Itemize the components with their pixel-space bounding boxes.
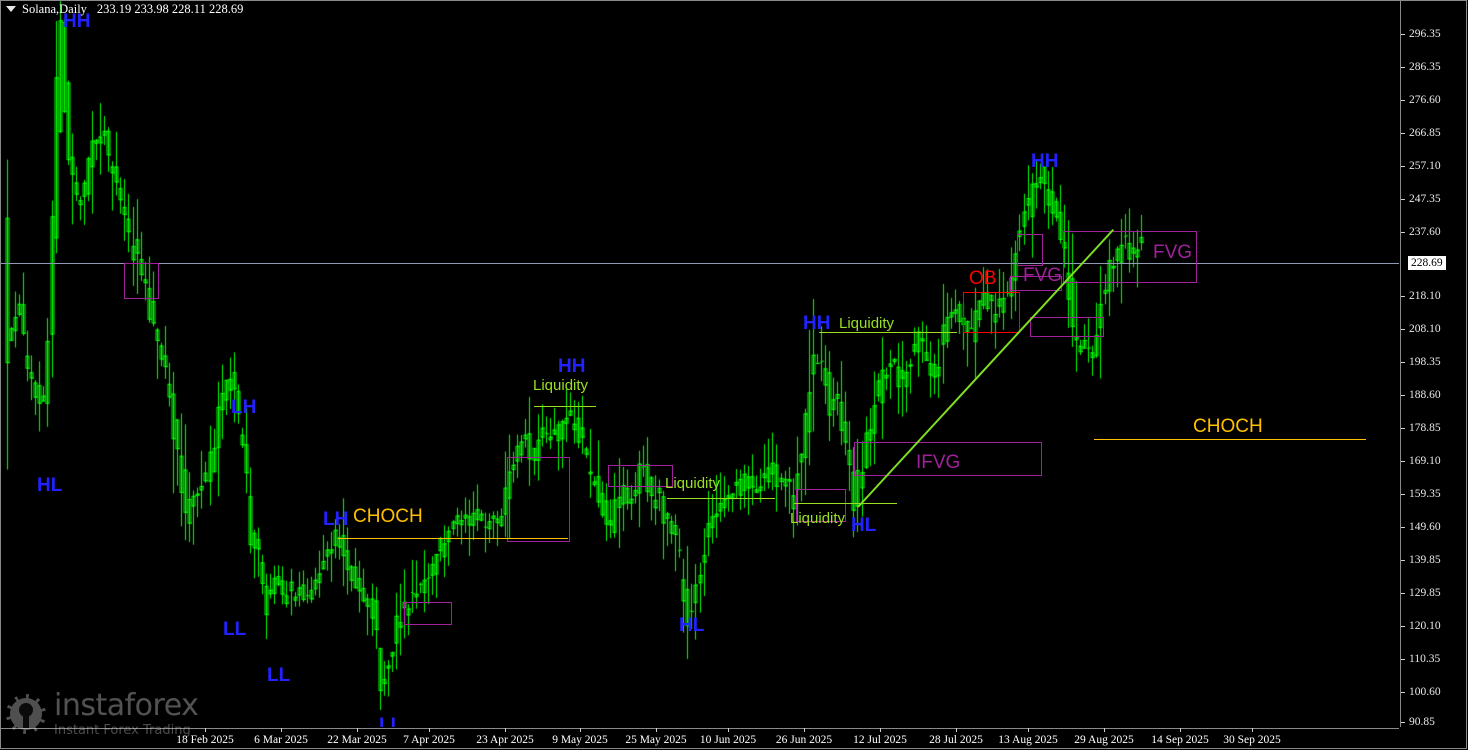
candlestick-canvas	[1, 1, 1399, 727]
choch-line-left[interactable]	[338, 538, 568, 539]
annotation-liquidity[interactable]: Liquidity	[533, 377, 589, 394]
current-price-tag: 228.69	[1408, 256, 1446, 270]
annotation-choch[interactable]: CHOCH	[353, 506, 423, 527]
annotation-liquidity[interactable]: Liquidity	[665, 475, 721, 492]
fvg-box-5[interactable]	[796, 489, 846, 522]
annotation-ll[interactable]: LL	[379, 715, 403, 727]
ob-box[interactable]	[963, 292, 1020, 333]
choch-line-right[interactable]	[1094, 439, 1366, 440]
fvg-box-4[interactable]	[608, 465, 673, 487]
symbol-label: Solana,Daily	[22, 1, 87, 16]
current-price-line	[1, 263, 1399, 264]
annotation-liquidity[interactable]: Liquidity	[839, 315, 895, 332]
annotation-hh[interactable]: HH	[63, 11, 91, 32]
annotation-hl[interactable]: HL	[679, 615, 705, 636]
annotation-hl[interactable]: HL	[851, 515, 877, 536]
ifvg-box[interactable]	[854, 442, 1042, 476]
annotation-fvg[interactable]: FVG	[1153, 242, 1193, 263]
annotation-hh[interactable]: HH	[803, 313, 831, 334]
annotation-lh[interactable]: LH	[231, 397, 257, 418]
liquidity-line-4[interactable]	[819, 332, 957, 333]
time-axis[interactable]: 18 Feb 2025 6 Mar 2025 22 Mar 2025 7 Apr 20…	[1, 728, 1399, 750]
liquidity-line-3[interactable]	[794, 503, 847, 504]
chevron-down-icon[interactable]	[6, 6, 16, 12]
annotation-ifvg[interactable]: IFVG	[916, 452, 961, 473]
chart-plot-area[interactable]: HH HL LH LL LL LL LH CHOCH HH Liquidity Liquidity L…	[1, 1, 1399, 727]
annotation-fvg[interactable]: FVG	[1023, 265, 1063, 286]
annotation-ll[interactable]: LL	[267, 665, 291, 686]
annotation-hh[interactable]: HH	[1031, 151, 1059, 172]
chart-header: Solana,Daily 233.19 233.98 228.11 228.69	[0, 0, 243, 18]
liquidity-line-2[interactable]	[667, 498, 775, 499]
fvg-box-3[interactable]	[507, 457, 570, 542]
annotation-hh[interactable]: HH	[558, 356, 586, 377]
annotation-choch[interactable]: CHOCH	[1193, 416, 1263, 437]
annotation-ob[interactable]: OB	[969, 268, 997, 289]
fvg-box-1[interactable]	[124, 263, 159, 299]
ohlc-values: 233.19 233.98 228.11 228.69	[96, 1, 244, 16]
liquidity-line-5[interactable]	[847, 503, 897, 504]
price-axis[interactable]: 296.35 286.35 276.60 266.85 257.10 247.35 237.…	[1400, 1, 1468, 728]
annotation-hl[interactable]: HL	[37, 475, 63, 496]
fvg-box-2[interactable]	[404, 602, 452, 625]
fvg-box-6[interactable]	[1030, 317, 1104, 337]
annotation-liquidity[interactable]: Liquidity	[790, 510, 846, 527]
fvg-box-7[interactable]	[1017, 234, 1043, 266]
fvg-box-9[interactable]	[1063, 231, 1197, 283]
liquidity-line-1[interactable]	[534, 406, 596, 407]
annotation-lh[interactable]: LH	[323, 509, 349, 530]
annotation-ll[interactable]: LL	[223, 619, 247, 640]
